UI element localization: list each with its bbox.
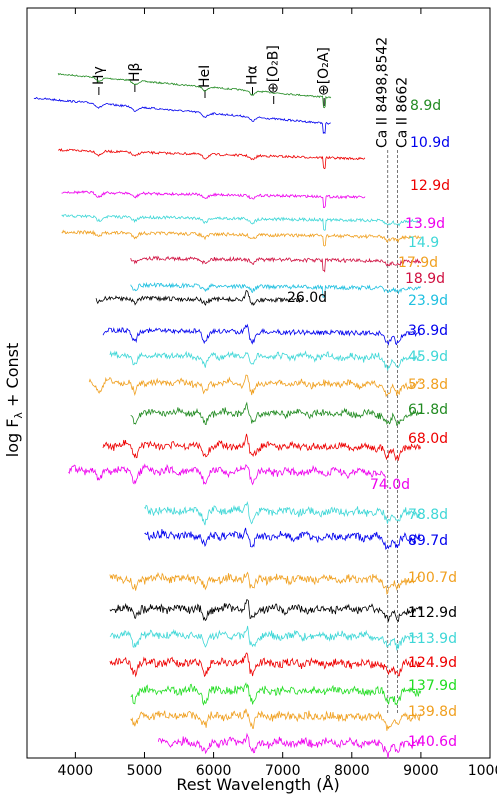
series-label: 137.9d <box>408 678 457 694</box>
ca-line-label: Ca II 8662 <box>395 77 411 148</box>
x-ticks: 4000 5000 6000 7000 8000 9000 10000 <box>58 8 497 779</box>
spectrum-line <box>88 374 422 398</box>
spectrum-line <box>130 682 422 706</box>
series-label: 100.7d <box>408 570 457 586</box>
spectra-series <box>33 73 422 759</box>
spectrum-line <box>95 289 304 306</box>
series-label: 61.8d <box>408 402 448 418</box>
x-axis-label: Rest Wavelength (Å) <box>176 775 339 794</box>
spectrum-line <box>57 73 332 109</box>
spectrum-line <box>130 281 422 298</box>
line-marker-label: HeI <box>197 65 213 88</box>
spectrum-line <box>109 652 421 678</box>
series-label: 113.9d <box>408 631 457 647</box>
spectrum-line <box>109 599 422 623</box>
series-label: 10.9d <box>410 135 450 151</box>
spectrum-line <box>157 732 421 759</box>
spectrum-line <box>57 147 366 170</box>
line-marker-label: ⊕[O₂B] <box>266 45 282 94</box>
series-label: 89.7d <box>408 533 448 549</box>
spectrum-line <box>61 214 421 231</box>
line-marker-label: Hα <box>244 65 260 85</box>
spectrum-line <box>130 255 422 273</box>
plot-frame <box>26 7 491 759</box>
spectrum-line <box>102 323 421 347</box>
ca-line-label: Ca II 8498,8542 <box>375 37 391 148</box>
spectrum-line <box>61 190 366 208</box>
spectrum-line <box>130 708 422 731</box>
series-label: 8.9d <box>410 98 441 114</box>
series-label: 12.9d <box>410 178 450 194</box>
spectrum-line <box>102 433 421 461</box>
x-tick-label: 5000 <box>127 763 163 779</box>
series-label: 13.9d <box>405 216 445 232</box>
y-axis-label-sub: λ <box>12 412 25 419</box>
spectrum-line <box>68 463 387 486</box>
x-tick-label: 4000 <box>58 763 94 779</box>
series-label: 17.9d <box>398 255 438 271</box>
y-axis-label: log Fλ + Const <box>3 343 25 458</box>
series-label: 124.9d <box>408 655 457 671</box>
series-label: 53.8d <box>408 377 448 393</box>
line-marker-label: Hβ <box>127 63 143 82</box>
series-label: 74.0d <box>370 477 410 493</box>
x-tick-label: 6000 <box>196 763 232 779</box>
x-tick-label: 9000 <box>403 763 439 779</box>
line-marker-label: ⊕[O₂A] <box>316 47 332 96</box>
spectrum-line <box>109 571 422 595</box>
series-label: 68.0d <box>408 431 448 447</box>
spectrum-line <box>144 500 421 526</box>
series-label: 36.9d <box>408 323 448 339</box>
spectrum-line <box>109 625 422 651</box>
spectrum-line <box>130 401 422 427</box>
series-label: 78.8d <box>408 507 448 523</box>
series-label: 112.9d <box>408 605 457 621</box>
series-label: 14.9 <box>408 235 439 251</box>
spectrum-line <box>109 350 421 372</box>
x-tick-label: 7000 <box>265 763 301 779</box>
line-marker-label: Hγ <box>91 66 107 85</box>
series-label: 139.8d <box>408 704 457 720</box>
series-label: 140.6d <box>408 734 457 750</box>
spectrum-line <box>61 229 421 247</box>
spectrum-line <box>33 96 331 135</box>
series-label: 18.9d <box>405 271 445 287</box>
spectrum-line <box>144 527 421 550</box>
x-tick-label: 10000 <box>468 763 497 779</box>
series-label: 23.9d <box>408 293 448 309</box>
series-label: 45.9d <box>408 349 448 365</box>
series-label: 26.0d <box>287 290 327 306</box>
x-tick-label: 8000 <box>334 763 370 779</box>
